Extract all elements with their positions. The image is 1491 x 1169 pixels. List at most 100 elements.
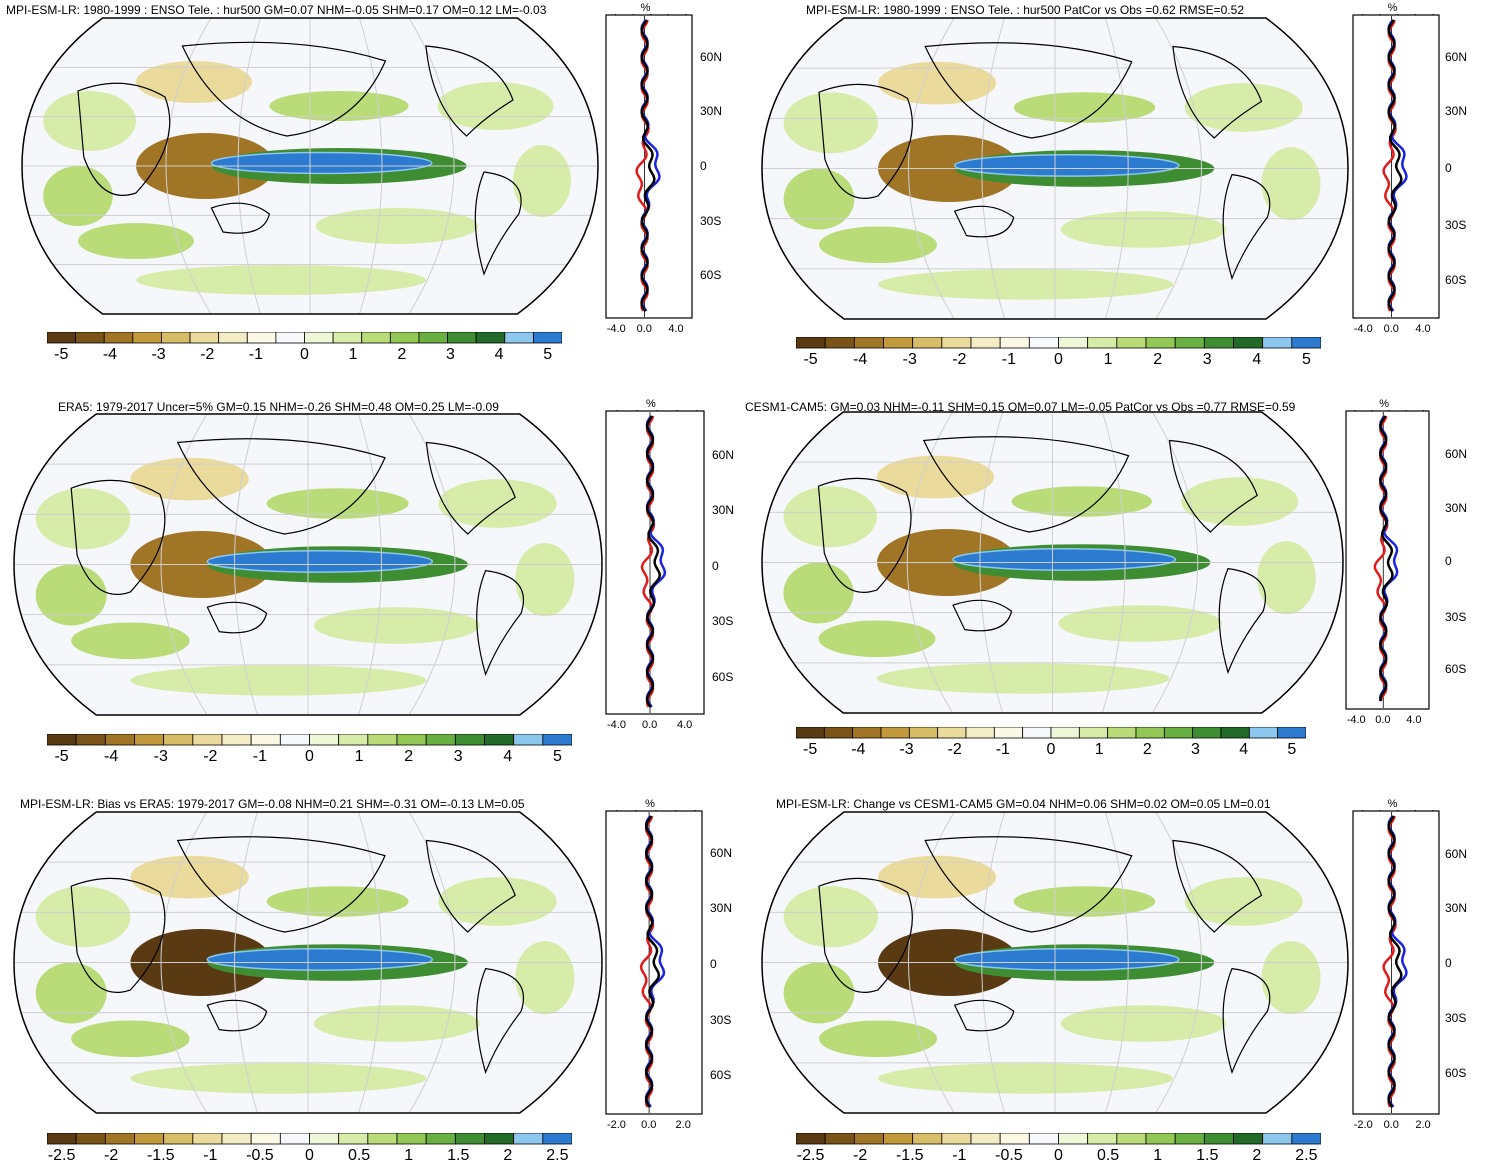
profile-x-tick-label: 2.0 — [1415, 1119, 1431, 1131]
colorbar-tick-label: -1 — [995, 741, 1010, 758]
colorbar-swatch — [1078, 727, 1109, 739]
coastline — [1172, 839, 1263, 933]
latitude-label: 30S — [1445, 610, 1467, 624]
colorbar-swatch — [1145, 1133, 1176, 1145]
max-anomaly — [952, 548, 1177, 571]
colorbar-swatch — [132, 332, 162, 344]
colorbar-tick-label: 1.5 — [1196, 1147, 1219, 1164]
field-patch — [438, 479, 557, 528]
longitude-line — [408, 18, 455, 314]
profile-x-tick-label: 0.0 — [1383, 1119, 1399, 1131]
latitude-label: 0 — [1445, 161, 1452, 175]
colorbar-tick-label: 4 — [1252, 351, 1262, 368]
map-border — [761, 17, 1349, 320]
field-patch — [819, 226, 937, 264]
profile-x-tick-label: 4.0 — [1406, 714, 1422, 726]
field-patch — [1261, 941, 1321, 1015]
colorbar-tick-label: -2 — [203, 748, 218, 765]
colorbar-swatch — [279, 734, 310, 746]
colorbar-swatch — [163, 1133, 194, 1145]
panel-title: MPI-ESM-LR: Change vs CESM1-CAM5 GM=0.04… — [776, 797, 1271, 811]
latitude-label: 60N — [710, 846, 733, 860]
colorbar-swatch — [880, 727, 910, 739]
map-border — [21, 17, 599, 315]
coastline — [1218, 567, 1267, 675]
coastline — [476, 569, 525, 677]
colorbar-tick-label: 0 — [1046, 741, 1056, 758]
colorbar-tick-label: 2 — [397, 346, 407, 363]
colorbar-tick-label: 0 — [300, 346, 309, 363]
profile-line-global — [645, 415, 662, 708]
colorbar-swatch — [484, 734, 515, 746]
colorbar-tick-label: -4 — [104, 748, 119, 765]
field-patch — [783, 486, 877, 548]
colorbar-swatch — [504, 332, 534, 344]
profile-x-tick-label: -2.0 — [606, 1119, 626, 1131]
longitude-line — [160, 414, 208, 715]
map-border — [13, 413, 603, 716]
field-patch — [136, 265, 426, 295]
colorbar-tick-label: 3 — [453, 748, 463, 765]
zonal-profile — [1345, 410, 1430, 710]
field-patch — [1261, 147, 1321, 221]
profile-line-global — [1387, 19, 1403, 312]
latitude-label: 0 — [1445, 956, 1452, 970]
coastline — [1222, 173, 1271, 281]
colorbar-swatch — [1220, 727, 1250, 739]
latitude-label: 0 — [700, 159, 707, 173]
colorbar-swatch — [47, 332, 77, 344]
colorbar-tick-label: 1 — [1094, 741, 1104, 758]
colorbar-swatch — [1248, 727, 1279, 739]
profile-x-tick-label: -4.0 — [606, 323, 626, 335]
map-border — [761, 811, 1349, 1114]
colorbar-ticks: -2.5 -2 -1.5 -1 -0.5 0 0.5 1 1.5 2 2.5 — [796, 1147, 1321, 1169]
colorbar-tick-label: -4 — [853, 351, 868, 368]
panel-title: MPI-ESM-LR: Bias vs ERA5: 1979-2017 GM=-… — [20, 797, 525, 811]
coastline — [70, 479, 166, 595]
latitude-label: 30S — [1445, 1011, 1467, 1025]
coastline — [922, 436, 1130, 533]
coastline — [77, 82, 171, 196]
field-patch — [878, 61, 996, 105]
colorbar-tick-label: 1 — [354, 748, 364, 765]
colorbar-swatch — [75, 1133, 106, 1145]
colorbar-tick-label: 2 — [1252, 1147, 1262, 1164]
colorbar-swatch — [47, 1133, 77, 1145]
global-map — [13, 811, 603, 1114]
coastline — [817, 477, 912, 593]
colorbar-tick-label: -2 — [853, 1147, 868, 1164]
colorbar-swatch — [279, 1133, 310, 1145]
colorbar-swatch — [161, 332, 191, 344]
field-patch — [71, 1020, 190, 1058]
colorbar-tick-label: 1 — [1153, 1147, 1163, 1164]
global-map — [21, 17, 599, 315]
profile-line-ocean — [1373, 415, 1389, 702]
latitude-label: 30N — [1445, 104, 1468, 118]
max-anomaly — [206, 550, 434, 573]
profile-frame — [605, 14, 693, 319]
profile-unit-label: % — [645, 798, 655, 810]
latitude-label: 0 — [710, 957, 717, 971]
coastline — [181, 41, 387, 137]
colorbar-tick-label: -3 — [899, 741, 914, 758]
longitude-line — [981, 18, 1006, 319]
colorbar-tick-label: -1.5 — [146, 1147, 175, 1164]
field-patch — [313, 607, 480, 644]
colorbar-swatch — [965, 727, 995, 739]
colorbar-swatch — [824, 1133, 855, 1145]
colorbar-swatch — [1174, 337, 1205, 349]
latitude-label: 60N — [700, 50, 723, 64]
profile-x-tick-label: 0.0 — [641, 1119, 657, 1131]
coastline — [206, 601, 268, 634]
coastline — [953, 999, 1015, 1032]
colorbar-swatch — [796, 1133, 826, 1145]
latitude-label: 30S — [1445, 218, 1467, 232]
panel-title: MPI-ESM-LR: 1980-1999 : ENSO Tele. : hur… — [6, 3, 547, 17]
colorbar-swatch — [275, 332, 305, 344]
field-patch — [78, 223, 194, 259]
global-map — [761, 17, 1349, 320]
latitude-label: 30N — [700, 104, 723, 118]
latitude-label: 60N — [1445, 50, 1468, 64]
max-anomaly — [953, 154, 1180, 177]
colorbar-swatch — [163, 734, 194, 746]
